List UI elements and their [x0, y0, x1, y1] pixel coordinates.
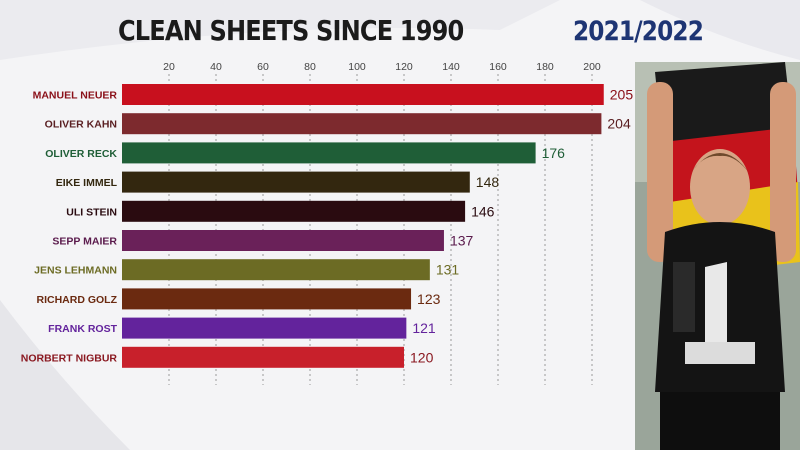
category-label: OLIVER KAHN — [45, 119, 117, 131]
value-label: 137 — [450, 233, 474, 249]
category-label: ULI STEIN — [66, 206, 117, 218]
tick-layer: 20 40 60 80 100 120 140 160 180 200 — [163, 61, 601, 73]
bar-richard-golz — [122, 288, 412, 310]
value-label: 123 — [417, 291, 441, 307]
category-label: FRANK ROST — [48, 323, 117, 335]
x-tick-label: 20 — [163, 61, 175, 73]
category-label: NORBERT NIGBUR — [21, 352, 118, 364]
value-label: 131 — [436, 262, 460, 278]
value-label: 205 — [610, 87, 634, 103]
season-label: 2021/2022 — [573, 16, 704, 47]
category-label: EIKE IMMEL — [56, 177, 118, 189]
x-tick-label: 160 — [489, 61, 507, 73]
bar-jens-lehmann — [122, 259, 430, 281]
bar-sepp-maier — [122, 230, 444, 251]
value-label: 120 — [410, 349, 434, 365]
bar-layer: MANUEL NEUER 205 OLIVER KAHN 204 OLIVER RECK… — [21, 84, 634, 368]
goalkeeper-photo — [635, 62, 800, 450]
bar-oliver-kahn — [122, 113, 602, 135]
bar-uli-stein — [122, 200, 466, 222]
category-label: JENS LEHMANN — [34, 265, 117, 277]
category-label: MANUEL NEUER — [33, 90, 118, 102]
value-label: 176 — [542, 145, 566, 161]
value-label: 204 — [607, 116, 631, 132]
x-tick-label: 120 — [395, 61, 413, 73]
value-label: 148 — [476, 174, 500, 190]
category-label: OLIVER RECK — [45, 148, 117, 160]
x-tick-label: 40 — [210, 61, 222, 73]
value-label: 146 — [471, 203, 495, 219]
bar-frank-rost — [122, 317, 407, 339]
x-tick-label: 60 — [257, 61, 269, 73]
x-tick-label: 80 — [304, 61, 316, 73]
chart-title: CLEAN SHEETS SINCE 1990 — [118, 14, 464, 47]
bar-oliver-reck — [122, 142, 536, 164]
x-tick-label: 100 — [348, 61, 366, 73]
value-label: 121 — [412, 320, 436, 336]
bar-eike-immel — [122, 171, 470, 193]
category-label: RICHARD GOLZ — [37, 294, 118, 306]
x-tick-label: 180 — [536, 61, 554, 73]
bar-norbert-nigbur — [122, 346, 404, 368]
x-tick-label: 200 — [583, 61, 601, 73]
x-tick-label: 140 — [442, 61, 460, 73]
bar-manuel-neuer — [122, 84, 604, 105]
category-label: SEPP MAIER — [52, 236, 117, 248]
